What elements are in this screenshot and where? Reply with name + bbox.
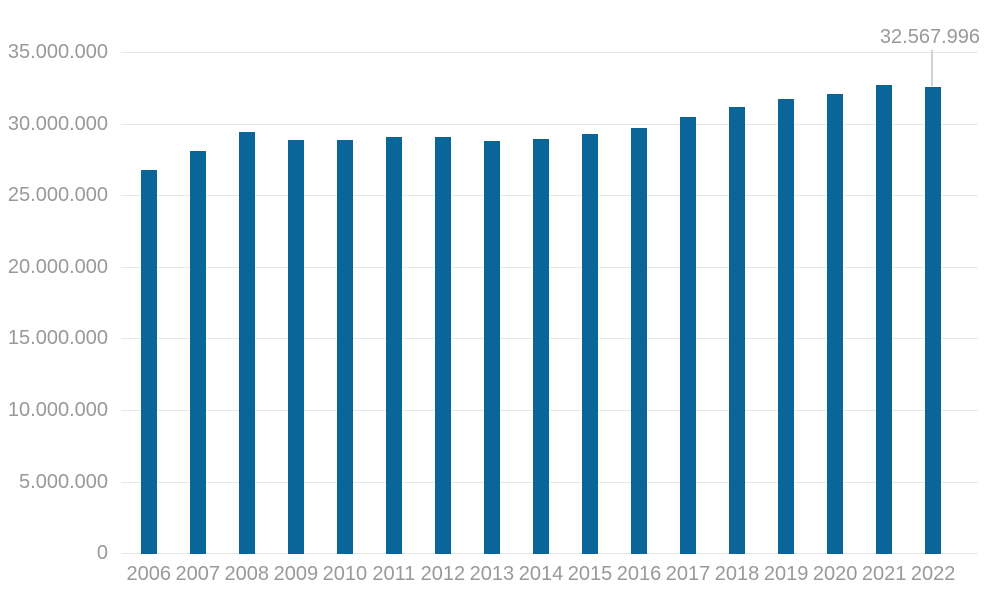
bar-2008[interactable] (238, 132, 255, 554)
gridline (121, 195, 978, 197)
y-tick-label: 15.000.000 (7, 327, 108, 350)
bar-2010[interactable] (336, 139, 353, 554)
x-tick-label-2014: 2014 (518, 563, 564, 585)
annotation-value-label: 32.567.996 (879, 26, 980, 48)
x-tick-label-2019: 2019 (763, 563, 809, 585)
bar-2011[interactable] (385, 137, 402, 554)
x-tick-label-2017: 2017 (665, 563, 711, 585)
bar-2020[interactable] (827, 93, 844, 554)
bar-2017[interactable] (680, 116, 696, 554)
bar-2014[interactable] (533, 138, 549, 554)
gridline (121, 409, 978, 411)
x-tick-label-2021: 2021 (861, 563, 907, 585)
bar-2009[interactable] (287, 139, 304, 554)
gridline (121, 266, 978, 268)
x-tick-label-2012: 2012 (420, 563, 466, 585)
bar-2007[interactable] (189, 151, 206, 554)
bar-2019[interactable] (778, 98, 795, 554)
gridline (121, 338, 978, 340)
gridline (121, 52, 978, 54)
bar-2015[interactable] (582, 133, 598, 554)
y-tick-label: 30.000.000 (7, 112, 108, 135)
bar-2012[interactable] (434, 137, 451, 554)
x-tick-label-2007: 2007 (175, 563, 221, 585)
x-tick-label-2011: 2011 (372, 563, 416, 585)
y-tick-label: 10.000.000 (7, 398, 108, 421)
x-tick-label-2020: 2020 (812, 563, 858, 585)
bar-2006[interactable] (140, 169, 157, 554)
bar-2013[interactable] (483, 141, 500, 554)
x-tick-label-2015: 2015 (567, 563, 613, 585)
x-tick-label-2013: 2013 (469, 563, 515, 585)
gridline (121, 553, 978, 554)
bar-2016[interactable] (631, 128, 647, 554)
bar-2018[interactable] (729, 106, 745, 554)
bar-2021[interactable] (876, 85, 893, 554)
y-tick-label: 20.000.000 (7, 255, 108, 278)
y-tick-label: 5.000.000 (19, 470, 108, 493)
y-tick-label: 35.000.000 (7, 41, 108, 64)
bar-2022[interactable] (925, 87, 942, 554)
y-tick-label: 0 (96, 542, 108, 564)
x-tick-label-2006: 2006 (126, 563, 172, 585)
x-tick-label-2008: 2008 (224, 563, 270, 585)
x-tick-label-2010: 2010 (322, 563, 368, 585)
x-tick-label-2016: 2016 (616, 563, 662, 585)
gridline (121, 481, 978, 483)
x-tick-label-2018: 2018 (714, 563, 760, 585)
y-tick-label: 25.000.000 (7, 184, 108, 207)
x-tick-label-2022: 2022 (910, 563, 956, 585)
x-tick-label-2009: 2009 (273, 563, 319, 585)
gridline (121, 123, 978, 125)
annotation-leader-line (931, 50, 933, 86)
